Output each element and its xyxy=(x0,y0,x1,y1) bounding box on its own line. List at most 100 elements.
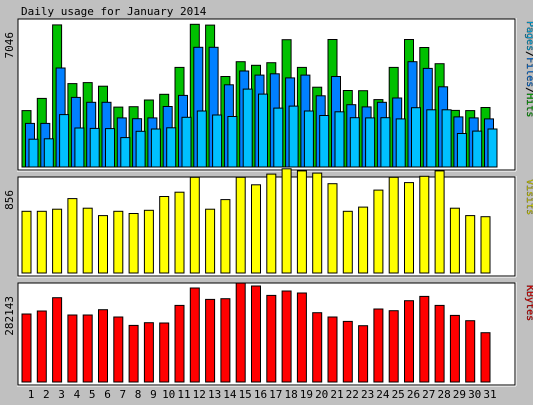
bar-visits-day-5 xyxy=(82,207,93,274)
bar-kbytes-day-18 xyxy=(281,290,292,383)
bar-pages-day-10 xyxy=(166,127,177,168)
bar-pages-day-13 xyxy=(212,114,223,168)
series-visits xyxy=(21,168,491,274)
bar-kbytes-day-13 xyxy=(205,298,216,383)
bar-visits-day-21 xyxy=(327,183,338,274)
day-label-6: 6 xyxy=(104,388,111,401)
day-label-5: 5 xyxy=(89,388,96,401)
panel-visits: 856 Visits xyxy=(3,168,533,278)
bar-pages-day-3 xyxy=(59,114,70,168)
bar-visits-day-24 xyxy=(373,189,384,274)
y-max-label: 7046 xyxy=(3,32,16,59)
bar-pages-day-25 xyxy=(395,118,406,168)
day-label-17: 17 xyxy=(269,388,282,401)
panel-kbytes: 282143 KBytes xyxy=(3,282,533,387)
bar-visits-day-12 xyxy=(189,176,200,274)
series-pages xyxy=(28,88,498,168)
day-label-1: 1 xyxy=(28,388,35,401)
bar-kbytes-day-15 xyxy=(235,282,246,383)
day-label-11: 11 xyxy=(177,388,190,401)
day-label-4: 4 xyxy=(74,388,81,401)
bar-kbytes-day-12 xyxy=(189,287,200,383)
bar-kbytes-day-11 xyxy=(174,304,185,383)
legend: Pages/Files/Hits xyxy=(524,21,533,117)
bar-kbytes-day-5 xyxy=(82,314,93,383)
day-label-23: 23 xyxy=(361,388,374,401)
bar-pages-day-7 xyxy=(120,137,131,168)
bar-pages-day-29 xyxy=(456,133,467,168)
bar-kbytes-day-28 xyxy=(434,304,445,383)
bar-kbytes-day-27 xyxy=(419,295,430,383)
bar-pages-day-19 xyxy=(303,110,314,168)
bar-kbytes-day-14 xyxy=(220,298,231,383)
y-max-label: 282143 xyxy=(3,296,16,336)
bar-pages-day-4 xyxy=(74,127,85,168)
bar-visits-day-31 xyxy=(480,216,491,274)
day-label-3: 3 xyxy=(58,388,65,401)
bar-visits-day-6 xyxy=(98,215,108,274)
legend-entry: KBytes xyxy=(524,285,533,321)
bar-kbytes-day-20 xyxy=(312,312,323,383)
bar-visits-day-25 xyxy=(388,176,399,274)
bar-visits-day-9 xyxy=(143,209,154,274)
bar-kbytes-day-22 xyxy=(342,320,353,383)
bar-pages-day-17 xyxy=(273,107,284,168)
bar-pages-day-21 xyxy=(334,111,345,168)
bar-pages-day-9 xyxy=(150,128,161,168)
bar-visits-day-4 xyxy=(67,198,78,274)
chart-panels: 7046Pages/Files/Hits856Visits282143KByte… xyxy=(3,18,533,387)
bar-kbytes-day-1 xyxy=(21,313,32,383)
bar-pages-day-28 xyxy=(441,109,452,168)
bar-visits-day-16 xyxy=(251,184,261,274)
day-label-20: 20 xyxy=(315,388,328,401)
bar-pages-day-20 xyxy=(319,115,330,168)
legend-entry: Hits xyxy=(524,93,533,117)
bar-kbytes-day-16 xyxy=(251,285,261,383)
legend-entry: Files xyxy=(524,57,533,87)
legend-entry: / xyxy=(524,51,533,57)
bar-pages-day-14 xyxy=(227,116,238,168)
day-label-8: 8 xyxy=(135,388,142,401)
bar-visits-day-13 xyxy=(205,208,216,274)
bar-kbytes-day-23 xyxy=(358,325,369,383)
day-label-2: 2 xyxy=(43,388,50,401)
bar-pages-day-5 xyxy=(89,127,100,168)
bar-pages-day-1 xyxy=(28,138,39,168)
bar-pages-day-22 xyxy=(349,117,360,168)
bar-kbytes-day-8 xyxy=(128,324,139,383)
bar-kbytes-day-17 xyxy=(266,294,277,383)
bar-visits-day-28 xyxy=(434,170,445,274)
bar-kbytes-day-9 xyxy=(143,322,154,383)
day-label-27: 27 xyxy=(422,388,435,401)
bar-pages-day-23 xyxy=(365,117,376,168)
day-label-7: 7 xyxy=(119,388,126,401)
bar-pages-day-16 xyxy=(258,93,268,168)
bar-visits-day-18 xyxy=(281,168,292,274)
bar-pages-day-12 xyxy=(196,110,207,168)
bar-visits-day-30 xyxy=(465,215,476,274)
bar-visits-day-10 xyxy=(159,196,170,274)
day-label-26: 26 xyxy=(407,388,420,401)
legend-entry: Pages xyxy=(524,21,533,51)
day-label-9: 9 xyxy=(150,388,157,401)
bar-visits-day-17 xyxy=(266,173,277,274)
bar-kbytes-day-30 xyxy=(465,320,476,383)
bar-pages-day-26 xyxy=(411,107,421,168)
day-label-19: 19 xyxy=(300,388,313,401)
bar-visits-day-26 xyxy=(404,182,414,274)
bar-visits-day-1 xyxy=(21,210,32,274)
bar-kbytes-day-6 xyxy=(98,309,108,383)
bar-pages-day-6 xyxy=(105,128,115,168)
bar-kbytes-day-21 xyxy=(327,316,338,383)
bar-visits-day-19 xyxy=(296,170,307,274)
bar-pages-day-27 xyxy=(426,109,437,168)
bar-kbytes-day-7 xyxy=(113,316,124,383)
day-label-31: 31 xyxy=(483,388,496,401)
legend: KBytes xyxy=(524,285,533,321)
bar-visits-day-3 xyxy=(52,208,63,274)
bar-kbytes-day-10 xyxy=(159,322,170,383)
day-label-21: 21 xyxy=(330,388,343,401)
legend-entry: Visits xyxy=(524,179,533,215)
day-label-18: 18 xyxy=(284,388,297,401)
